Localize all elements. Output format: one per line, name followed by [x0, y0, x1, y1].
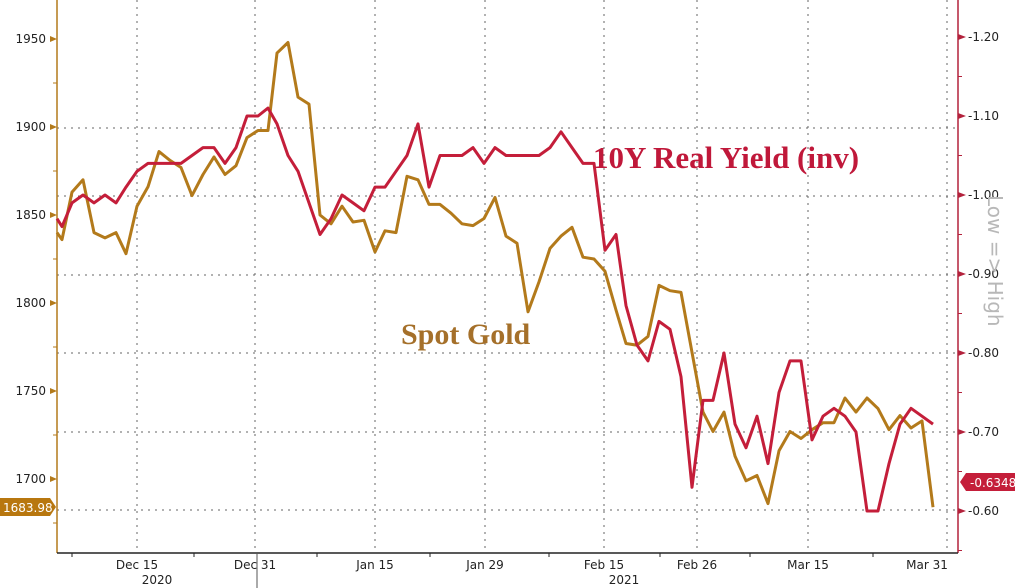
right-tick-label: -1.00 [968, 188, 999, 202]
right-tick-label: -0.60 [968, 504, 999, 518]
x-tick-label: Dec 31 [234, 558, 276, 572]
low-high-note: Low => High [983, 195, 1007, 327]
left-tick-label: 1700 [15, 472, 46, 486]
right-tick-label: -1.20 [968, 30, 999, 44]
right-tick-label: -1.10 [968, 109, 999, 123]
left-tick-label: 1750 [15, 384, 46, 398]
left-tick-label: 1950 [15, 32, 46, 46]
x-tick-label: Jan 29 [465, 558, 504, 572]
spot-gold-label: Spot Gold [401, 318, 531, 351]
svg-text:1683.98: 1683.98 [3, 501, 53, 515]
real-yield-label: 10Y Real Yield (inv) [593, 140, 859, 175]
x-tick-label: Mar 31 [906, 558, 948, 572]
svg-text:-0.6348: -0.6348 [970, 476, 1015, 490]
yield-last-value-badge: -0.6348 [960, 473, 1015, 491]
right-axis-ticks: -1.20 -1.10 -1.00 -0.90 -0.80 -0.70 -0.60 [958, 30, 999, 551]
spot-gold-line [55, 41, 935, 508]
real-yield-line [55, 106, 934, 513]
right-tick-label: -0.80 [968, 346, 999, 360]
x-year-label: 2021 [609, 573, 640, 587]
x-tick-label: Feb 26 [677, 558, 717, 572]
left-tick-label: 1850 [15, 208, 46, 222]
right-tick-label: -0.70 [968, 425, 999, 439]
gold-last-value-badge: 1683.98 [0, 498, 56, 516]
x-tick-label: Dec 15 [116, 558, 158, 572]
right-tick-label: -0.90 [968, 267, 999, 281]
left-tick-label: 1900 [15, 120, 46, 134]
left-tick-label: 1800 [15, 296, 46, 310]
left-axis-ticks: 1950 1900 1850 1800 1750 1700 [15, 32, 57, 524]
x-tick-label: Mar 15 [787, 558, 829, 572]
x-year-label: 2020 [142, 573, 173, 587]
x-tick-label: Jan 15 [355, 558, 394, 572]
x-tick-label: Feb 15 [584, 558, 624, 572]
x-axis-ticks: Dec 15 Dec 31 Jan 15 Jan 29 Feb 15 Feb 26 Mar … [71, 553, 948, 587]
gridlines [57, 0, 958, 553]
